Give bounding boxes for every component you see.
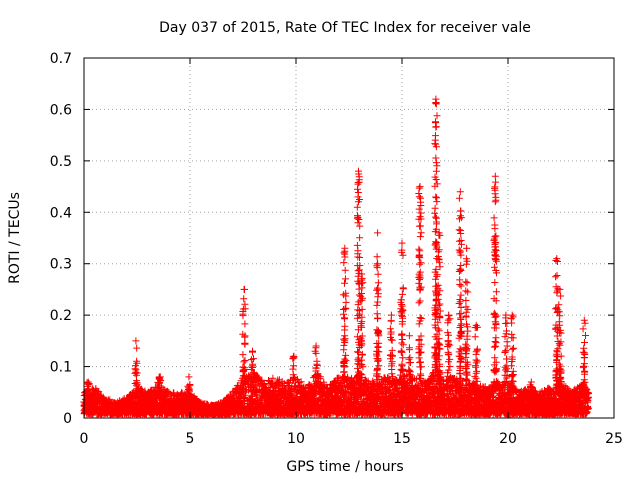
y-axis-label: ROTI / TECUs	[7, 192, 23, 284]
y-tick-label: 0	[63, 411, 72, 427]
y-tick-label: 0.3	[50, 257, 72, 273]
x-tick-label: 10	[287, 431, 305, 447]
y-tick-label: 0.7	[50, 51, 72, 67]
x-tick-label: 25	[605, 431, 623, 447]
x-tick-labels: 0 5 10 15 20 25	[80, 431, 623, 447]
y-tick-labels: 0 0.1 0.2 0.3 0.4 0.5 0.6 0.7	[50, 51, 72, 427]
x-axis-label: GPS time / hours	[286, 459, 403, 475]
y-tick-label: 0.6	[50, 102, 72, 118]
y-tick-label: 0.2	[50, 308, 72, 324]
y-tick-label: 0.5	[50, 154, 72, 170]
x-tick-label: 0	[80, 431, 89, 447]
x-tick-label: 15	[393, 431, 411, 447]
y-tick-label: 0.1	[50, 360, 72, 376]
chart-title: Day 037 of 2015, Rate Of TEC Index for r…	[159, 20, 531, 36]
x-tick-label: 5	[186, 431, 195, 447]
roti-points	[80, 95, 592, 418]
y-tick-label: 0.4	[50, 205, 72, 221]
axis-ticks	[83, 57, 615, 419]
x-tick-label: 20	[499, 431, 517, 447]
plot-frame	[83, 57, 615, 419]
data-points	[80, 95, 592, 418]
grid-lines	[84, 58, 614, 418]
